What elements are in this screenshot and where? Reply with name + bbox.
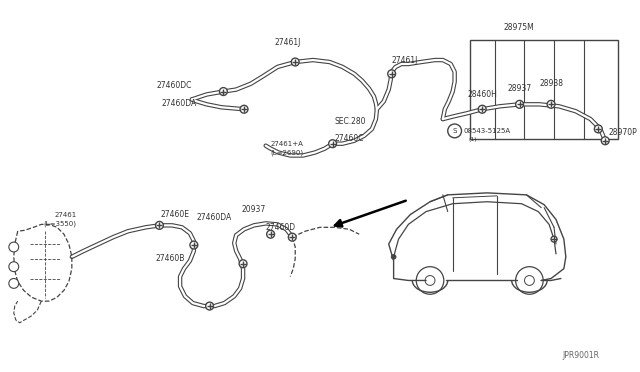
Circle shape (601, 137, 609, 145)
Circle shape (239, 260, 247, 268)
Text: 27461J: 27461J (274, 38, 301, 47)
Circle shape (205, 302, 214, 310)
Text: 28975M: 28975M (503, 23, 534, 32)
Circle shape (156, 221, 163, 229)
Circle shape (291, 58, 299, 66)
Text: 27460D: 27460D (266, 223, 296, 232)
Circle shape (478, 105, 486, 113)
Text: 27461+A: 27461+A (271, 141, 303, 147)
Text: 27460B: 27460B (156, 254, 185, 263)
Text: 28460H: 28460H (467, 90, 497, 99)
Circle shape (329, 140, 337, 148)
Circle shape (267, 230, 275, 238)
Circle shape (9, 279, 19, 288)
Circle shape (388, 70, 396, 78)
Text: 28937: 28937 (508, 84, 532, 93)
Text: 27460C: 27460C (335, 134, 364, 143)
Circle shape (240, 105, 248, 113)
Text: 27461: 27461 (54, 212, 77, 218)
Text: 27460DA: 27460DA (161, 99, 197, 108)
Bar (470, 40, 618, 139)
Circle shape (516, 100, 524, 108)
Text: (L=2690): (L=2690) (271, 149, 304, 156)
Text: 28970P: 28970P (608, 128, 637, 137)
Text: 27460E: 27460E (161, 210, 189, 219)
Text: 08543-5125A: 08543-5125A (463, 128, 511, 134)
Circle shape (551, 236, 557, 242)
Text: SEC.280: SEC.280 (335, 116, 366, 126)
Text: (L=3550): (L=3550) (44, 220, 77, 227)
Text: 27460DC: 27460DC (157, 81, 192, 90)
Text: 28938: 28938 (539, 79, 563, 88)
Circle shape (391, 254, 396, 259)
Text: 20937: 20937 (241, 205, 266, 214)
Circle shape (289, 233, 296, 241)
Circle shape (595, 125, 602, 133)
Text: JPR9001R: JPR9001R (562, 351, 599, 360)
Circle shape (190, 241, 198, 249)
Text: 27460DA: 27460DA (197, 213, 232, 222)
Text: 27461J: 27461J (392, 55, 418, 65)
Text: S: S (452, 128, 457, 134)
Circle shape (9, 242, 19, 252)
Circle shape (220, 87, 227, 96)
Circle shape (9, 262, 19, 272)
Circle shape (547, 100, 555, 108)
Text: (1): (1) (468, 137, 477, 142)
Circle shape (552, 237, 556, 241)
